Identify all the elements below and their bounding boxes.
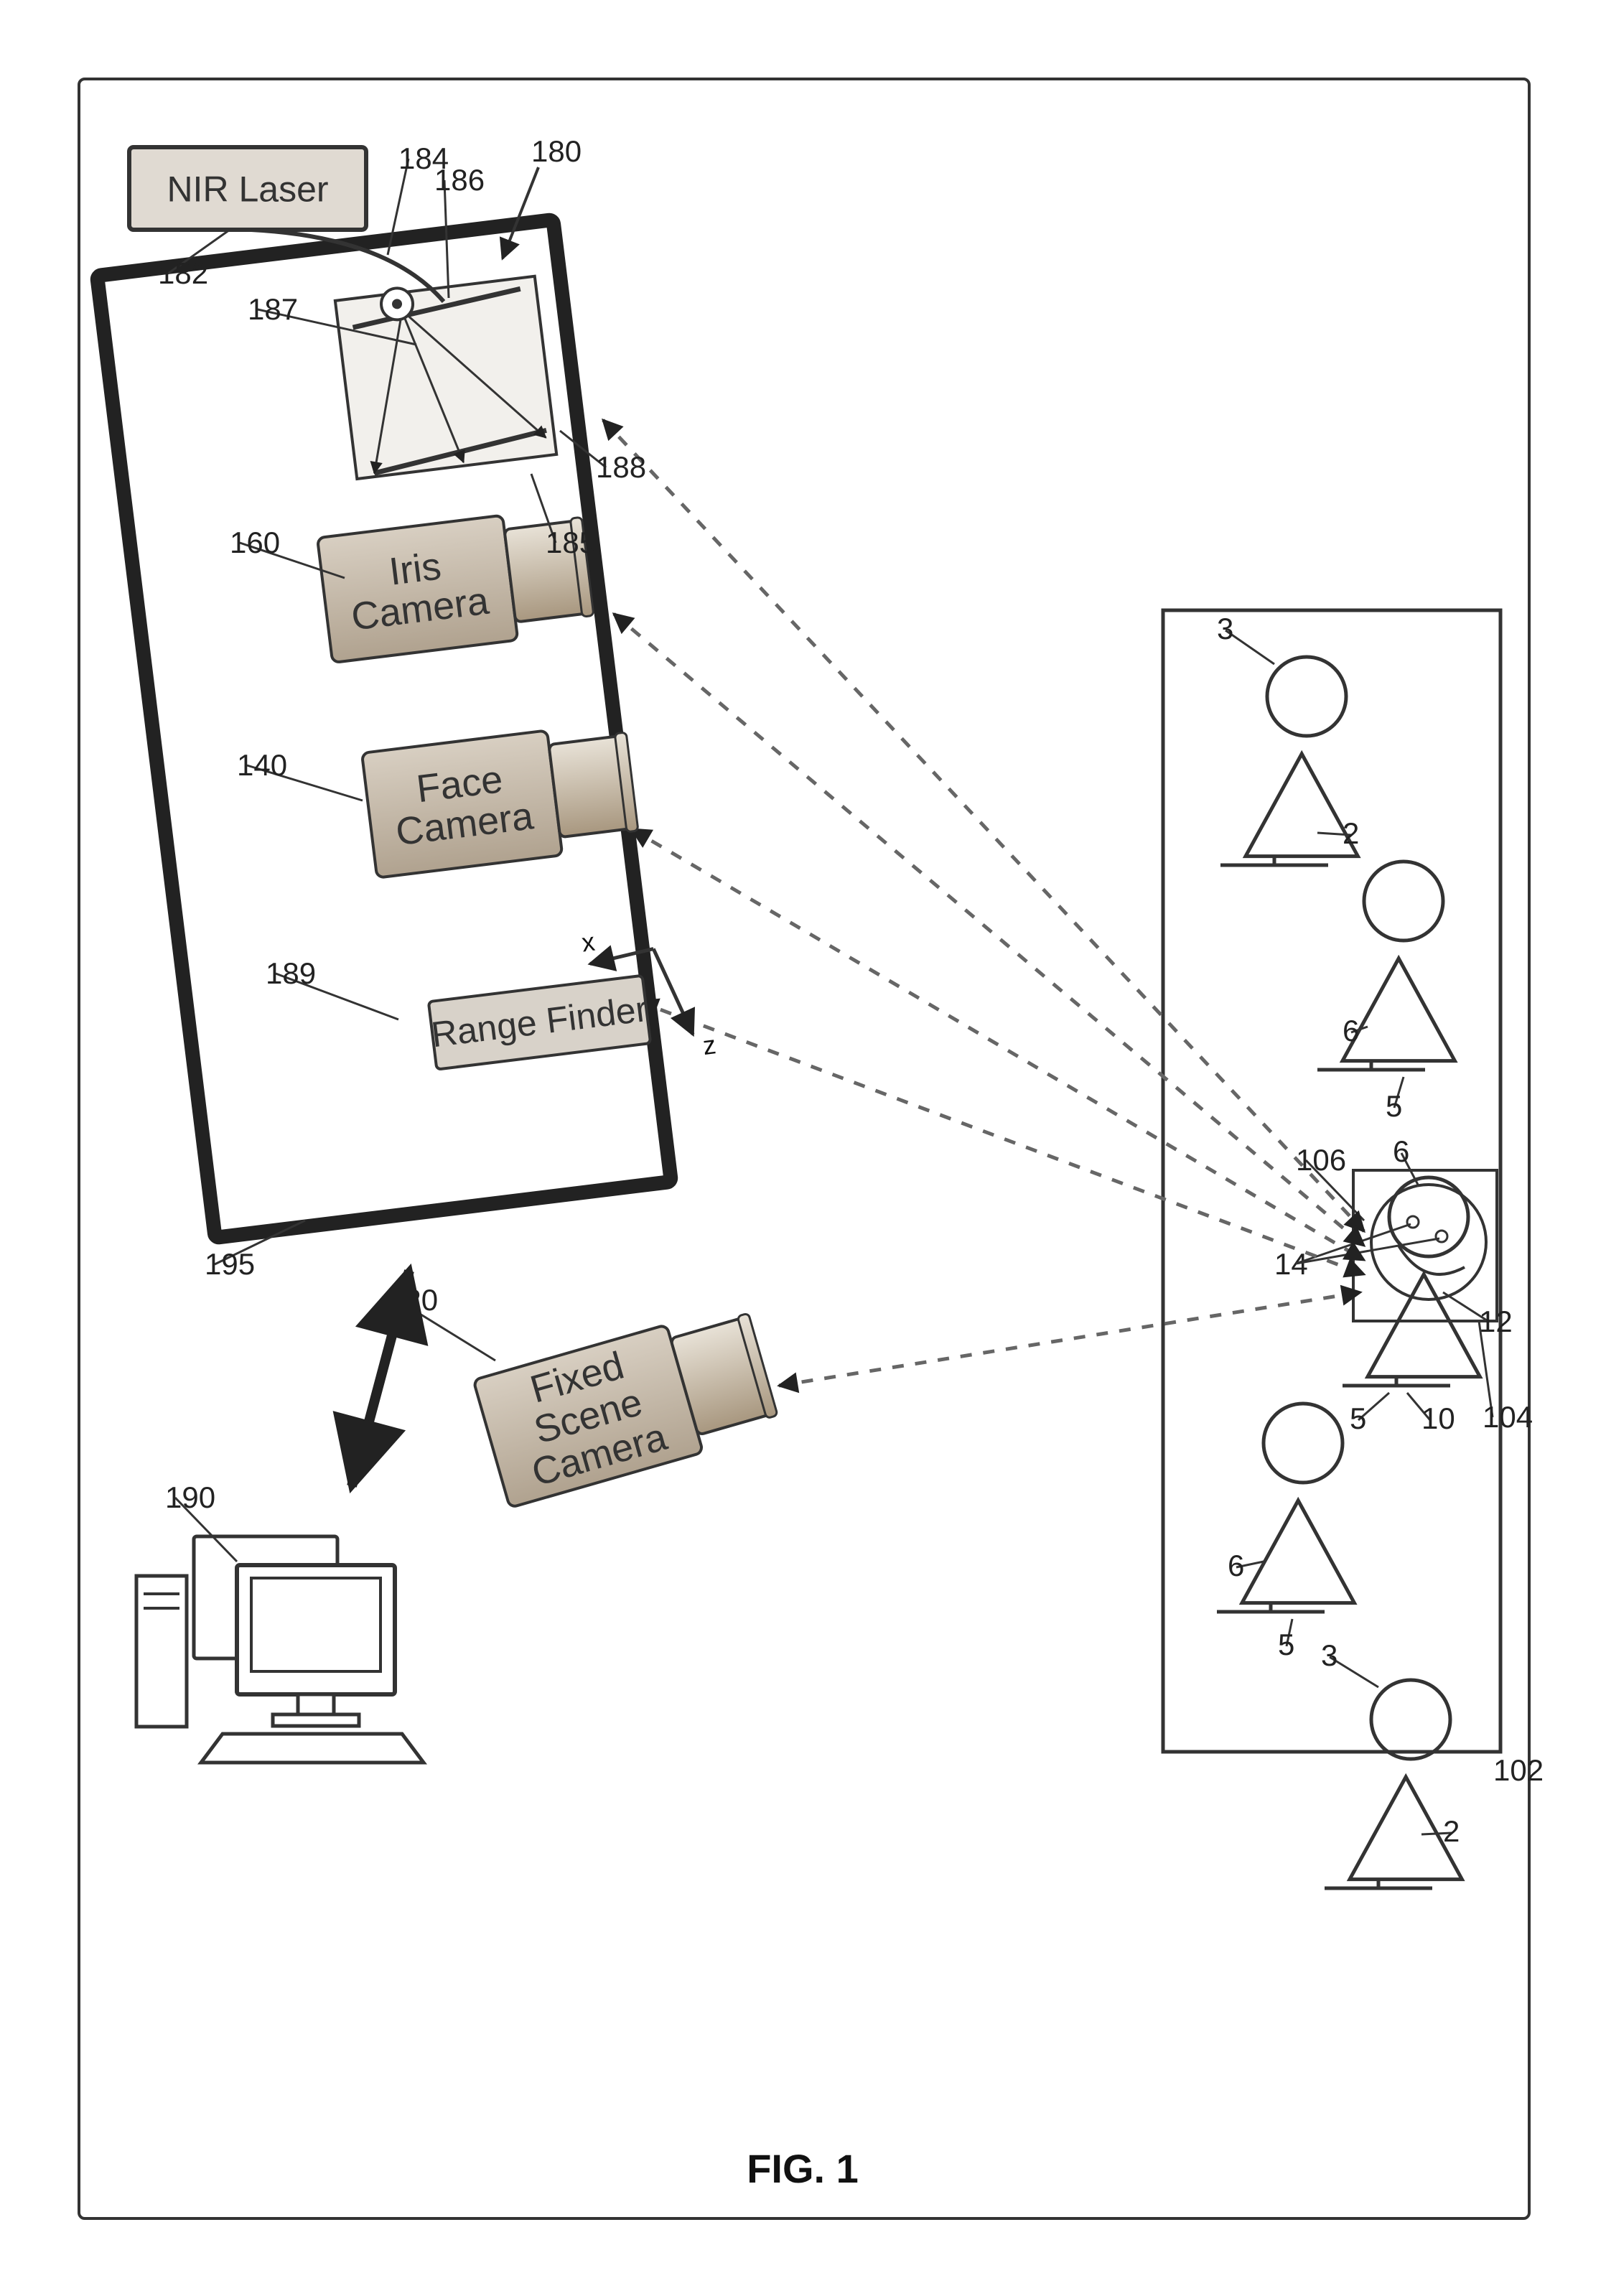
person-ref: 2 — [1343, 816, 1359, 850]
person-head — [1364, 862, 1443, 941]
ref-160: 160 — [230, 526, 280, 559]
ref-189: 189 — [266, 956, 316, 990]
ref-12: 12 — [1479, 1305, 1513, 1338]
ref-102: 102 — [1493, 1753, 1544, 1787]
axis-z — [653, 946, 693, 1038]
ref-185: 185 — [546, 526, 596, 559]
person-body — [1242, 1501, 1354, 1603]
eye-icon — [1407, 1216, 1419, 1228]
sight-line — [614, 614, 1364, 1246]
person-body — [1246, 754, 1358, 857]
ref-104: 104 — [1483, 1400, 1533, 1434]
ref-195: 195 — [205, 1247, 255, 1281]
pan-tilt-unit: IrisCameraFaceCameraRange Finderzx — [97, 213, 732, 1238]
person-ref: 6 — [1228, 1549, 1244, 1582]
ref-106: 106 — [1296, 1143, 1346, 1177]
sight-line — [779, 1292, 1360, 1386]
ref-140: 140 — [237, 748, 287, 782]
person-ref: 3 — [1321, 1638, 1337, 1672]
eye-icon — [1436, 1231, 1447, 1242]
ref-180: 180 — [531, 134, 582, 168]
computer-icon — [136, 1536, 424, 1763]
ref-180-leader — [503, 167, 538, 258]
ref-190: 190 — [165, 1480, 215, 1514]
person-head — [1267, 657, 1346, 736]
nir-laser-label: NIR Laser — [167, 169, 328, 210]
sight-line — [603, 420, 1364, 1231]
capture-volume — [1163, 610, 1500, 1752]
ref-14-leader — [1296, 1238, 1439, 1264]
person-head — [1264, 1404, 1343, 1483]
ref-186: 186 — [434, 163, 485, 197]
ref-188: 188 — [596, 450, 646, 484]
person-body — [1343, 958, 1455, 1061]
scene-camera-group: FixedSceneCamera — [473, 1302, 782, 1508]
axis-z-label: z — [701, 1030, 718, 1060]
person-ref: 6 — [1343, 1014, 1359, 1047]
link-arrow — [352, 1271, 409, 1486]
person-ref: 5 — [1386, 1089, 1402, 1123]
person-ref: 5 — [1350, 1401, 1366, 1435]
person-ref: 2 — [1443, 1814, 1460, 1848]
person-ref: 6 — [1393, 1134, 1409, 1168]
person-ref: 5 — [1278, 1628, 1294, 1661]
axis-x-label: x — [580, 927, 597, 958]
sight-line — [639, 1002, 1364, 1274]
sight-line — [632, 829, 1364, 1260]
ref-14: 14 — [1274, 1247, 1308, 1281]
ref-187: 187 — [248, 292, 298, 326]
ref-182: 182 — [158, 256, 208, 290]
person-ref: 10 — [1421, 1401, 1455, 1435]
person-ref: 3 — [1217, 612, 1233, 645]
person-head — [1371, 1680, 1450, 1759]
figure-label: FIG. 1 — [747, 2146, 859, 2191]
